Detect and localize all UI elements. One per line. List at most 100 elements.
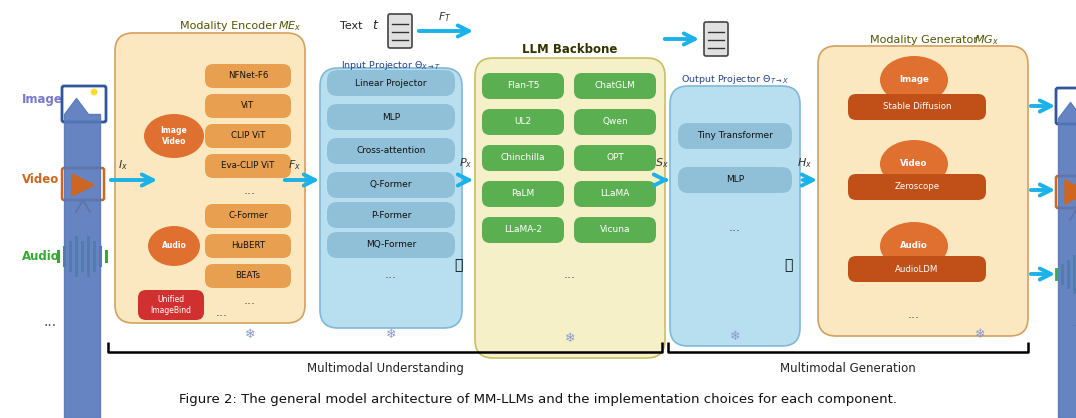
Text: Audio: Audio [900,242,928,250]
Text: ...: ... [730,222,741,234]
FancyBboxPatch shape [206,124,291,148]
FancyBboxPatch shape [848,174,986,200]
Text: CLIP ViT: CLIP ViT [231,132,265,140]
Text: BEATs: BEATs [236,272,260,280]
Text: C-Former: C-Former [228,212,268,221]
FancyBboxPatch shape [206,94,291,118]
FancyBboxPatch shape [388,14,412,48]
Text: Unified
ImageBind: Unified ImageBind [151,295,192,315]
FancyBboxPatch shape [475,58,665,358]
Text: $I_x$: $I_x$ [118,158,128,172]
Text: ❄: ❄ [975,329,986,342]
FancyBboxPatch shape [482,181,564,207]
FancyBboxPatch shape [327,232,455,258]
FancyBboxPatch shape [1056,88,1076,124]
FancyBboxPatch shape [206,154,291,178]
Text: Input Projector $\Theta_{X \rightarrow T}$: Input Projector $\Theta_{X \rightarrow T… [341,59,441,72]
FancyBboxPatch shape [327,138,455,164]
Text: ...: ... [908,308,920,321]
Text: $S_x$: $S_x$ [655,156,668,170]
Ellipse shape [880,140,948,188]
Ellipse shape [90,89,98,95]
Text: Image
Video: Image Video [160,126,187,146]
FancyBboxPatch shape [574,217,656,243]
Text: ❄: ❄ [565,331,576,344]
Text: Tiny Transformer: Tiny Transformer [697,132,773,140]
FancyBboxPatch shape [1056,176,1076,208]
FancyBboxPatch shape [327,172,455,198]
FancyBboxPatch shape [670,86,799,346]
Text: Image: Image [900,76,929,84]
Text: ...: ... [244,293,256,306]
Text: Modality Generator: Modality Generator [870,35,981,45]
FancyBboxPatch shape [206,204,291,228]
Text: P-Former: P-Former [371,211,411,219]
FancyBboxPatch shape [678,167,792,193]
Text: ...: ... [1070,316,1076,329]
Text: Stable Diffusion: Stable Diffusion [882,102,951,112]
FancyBboxPatch shape [574,109,656,135]
FancyBboxPatch shape [320,68,462,328]
FancyBboxPatch shape [482,73,564,99]
Text: Q-Former: Q-Former [370,181,412,189]
Text: LLM Backbone: LLM Backbone [522,43,618,56]
Text: Figure 2: The general model architecture of MM-LLMs and the implementation choic: Figure 2: The general model architecture… [179,393,897,406]
FancyBboxPatch shape [848,94,986,120]
FancyBboxPatch shape [327,70,455,96]
Text: $MG_x$: $MG_x$ [974,33,999,47]
FancyBboxPatch shape [818,46,1028,336]
FancyBboxPatch shape [327,202,455,228]
FancyBboxPatch shape [62,86,107,122]
Text: Text: Text [340,21,363,31]
Text: ...: ... [43,315,57,329]
FancyBboxPatch shape [678,123,792,149]
FancyBboxPatch shape [574,73,656,99]
Text: Output Projector $\Theta_{T \rightarrow X}$: Output Projector $\Theta_{T \rightarrow … [681,74,789,87]
Ellipse shape [144,114,204,158]
Text: UL2: UL2 [514,117,532,127]
Text: Image: Image [22,94,62,107]
Text: Qwen: Qwen [603,117,628,127]
Text: $t$: $t$ [372,20,379,33]
Text: ViT: ViT [241,102,255,110]
Text: ChatGLM: ChatGLM [595,82,636,91]
Text: Multimodal Understanding: Multimodal Understanding [307,362,464,375]
Ellipse shape [148,226,200,266]
FancyBboxPatch shape [482,217,564,243]
Text: LLaMA-2: LLaMA-2 [504,225,542,234]
Text: $F_T$: $F_T$ [438,10,452,24]
Text: ❄: ❄ [244,329,255,342]
Text: Video: Video [901,160,928,168]
Text: AudioLDM: AudioLDM [895,265,938,273]
Text: Linear Projector: Linear Projector [355,79,427,87]
Text: ...: ... [216,306,228,319]
Text: Zeroscope: Zeroscope [894,183,939,191]
FancyBboxPatch shape [704,22,728,56]
Text: MQ-Former: MQ-Former [366,240,416,250]
Text: ...: ... [244,184,256,196]
Text: $P_x$: $P_x$ [459,156,472,170]
FancyBboxPatch shape [848,256,986,282]
FancyBboxPatch shape [574,145,656,171]
FancyBboxPatch shape [482,145,564,171]
FancyBboxPatch shape [482,109,564,135]
FancyBboxPatch shape [62,168,104,200]
Text: $H_x$: $H_x$ [797,156,812,170]
FancyBboxPatch shape [115,33,305,323]
Text: MLP: MLP [726,176,745,184]
Text: OPT: OPT [606,153,624,163]
Text: Vicuna: Vicuna [599,225,631,234]
Text: Chinchilla: Chinchilla [500,153,546,163]
Text: ...: ... [385,268,397,280]
Text: Multimodal Generation: Multimodal Generation [780,362,916,375]
Text: LLaMA: LLaMA [600,189,629,199]
FancyBboxPatch shape [206,234,291,258]
Polygon shape [72,174,94,196]
FancyBboxPatch shape [138,290,204,320]
Text: Flan-T5: Flan-T5 [507,82,539,91]
Text: Video: Video [22,173,59,186]
Ellipse shape [880,222,948,270]
Text: PaLM: PaLM [511,189,535,199]
Text: HuBERT: HuBERT [231,242,265,250]
Text: $F_x$: $F_x$ [288,158,301,172]
